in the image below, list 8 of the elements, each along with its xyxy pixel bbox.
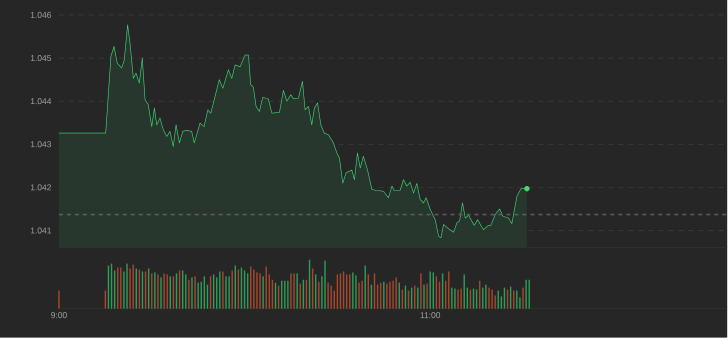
y-tick-label: 1.042 [30,184,51,191]
y-tick-label: 1.043 [30,141,52,148]
y-tick-label: 1.045 [30,55,52,62]
x-tick-label: 11:00 [420,312,440,318]
y-tick-label: 1.041 [30,228,52,234]
x-tick-label: 9:00 [51,312,67,318]
y-tick-label: 1.044 [30,98,52,104]
y-tick-label: 1.046 [30,12,52,18]
